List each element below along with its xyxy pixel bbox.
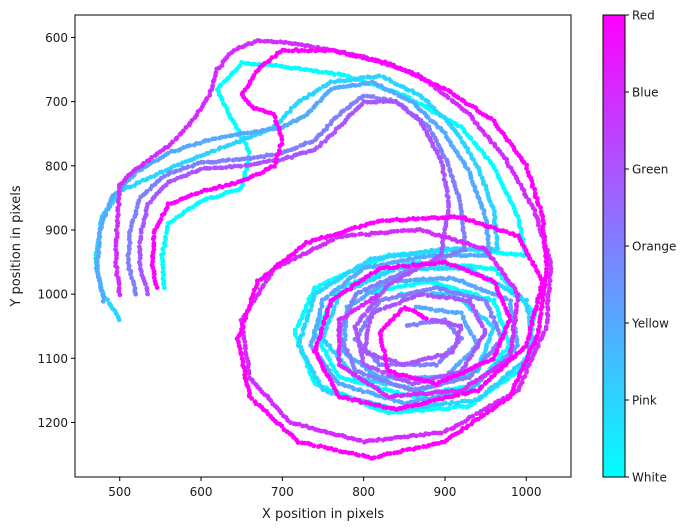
colorbar-label: Blue [632,86,659,100]
y-tick-label: 600 [45,31,68,45]
colorbar-ticks: White Pink Yellow Orange Green Blue Red [625,9,676,485]
y-axis-label: Y position in pixels [9,185,24,307]
colorbar-label: Orange [632,240,676,254]
plot-area: 500 600 700 800 900 1000 600 700 800 900 1000 1100… [9,14,572,522]
x-axis-label: X position in pixels [262,507,384,522]
colorbar-label: Red [632,9,655,23]
colorbar-gradient [602,14,626,478]
x-tick-label: 1000 [511,485,542,499]
plot-frame [74,14,572,478]
x-tick-label: 500 [108,485,131,499]
scatter-points [93,38,554,461]
series-green [137,98,488,387]
y-tick-label: 1100 [37,352,68,366]
colorbar-label: White [632,471,667,485]
colorbar-label: Pink [632,394,657,408]
colorbar-label: Green [632,163,668,177]
y-tick-label: 800 [45,159,68,173]
y-tick-label: 1000 [37,288,68,302]
x-tick-label: 800 [352,485,375,499]
y-tick-label: 700 [45,95,68,109]
x-axis-ticks: 500 600 700 800 900 1000 [108,477,542,499]
y-tick-label: 900 [45,223,68,237]
series-red [149,47,550,461]
colorbar: White Pink Yellow Orange Green Blue Red [602,9,676,485]
y-tick-label: 1200 [37,416,68,430]
x-tick-label: 600 [190,485,213,499]
colorbar-label: Yellow [631,317,669,331]
y-axis-ticks: 600 700 800 900 1000 1100 1200 [37,31,75,430]
x-tick-label: 700 [271,485,294,499]
x-tick-label: 900 [434,485,457,499]
